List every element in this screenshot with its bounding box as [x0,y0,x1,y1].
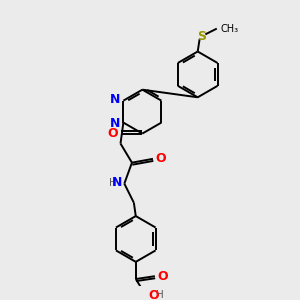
Text: H: H [156,290,164,300]
Text: N: N [112,176,122,189]
Text: O: O [107,127,118,140]
Text: CH₃: CH₃ [220,24,239,34]
Text: S: S [197,30,206,43]
Text: O: O [158,270,168,283]
Text: N: N [110,117,121,130]
Text: O: O [148,289,159,300]
Text: O: O [156,152,167,165]
Text: H: H [109,178,117,188]
Text: N: N [110,93,121,106]
